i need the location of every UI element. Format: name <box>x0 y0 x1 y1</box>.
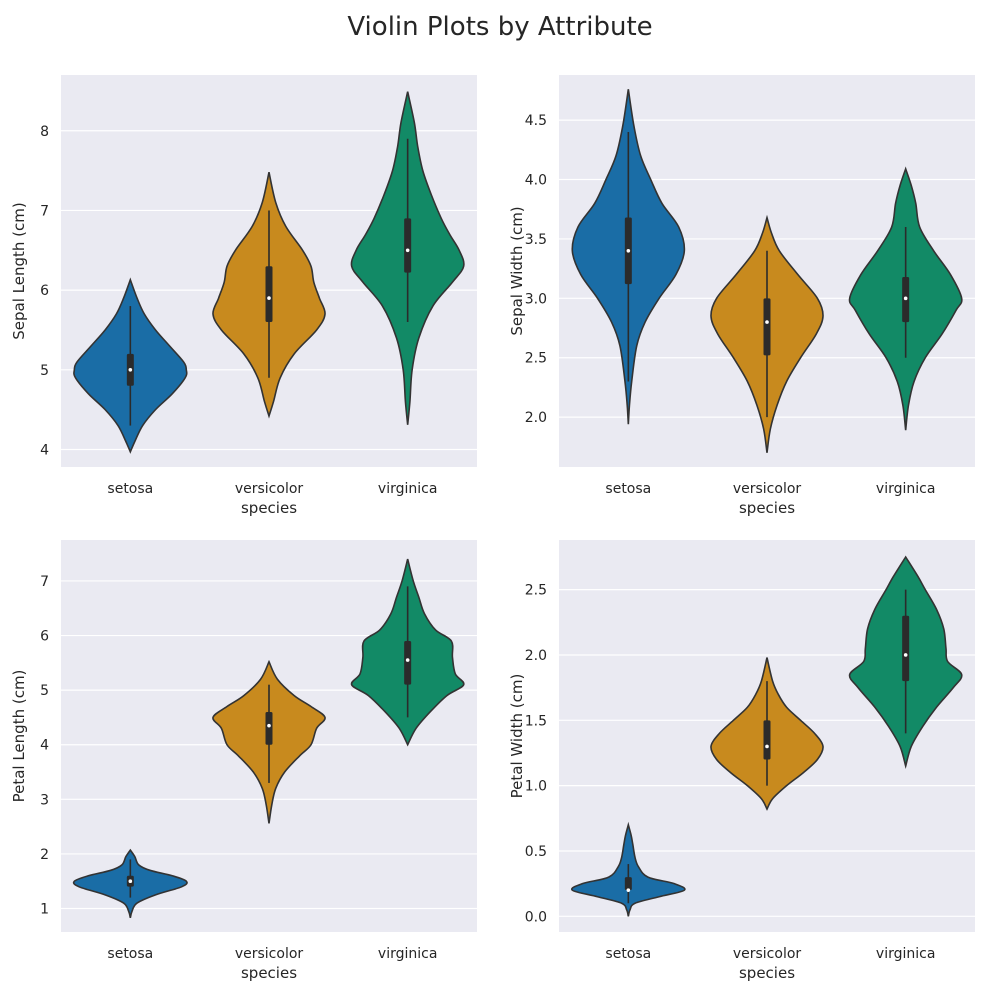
subplot-3: 1 2 3 4 5 6 7 setosa versicolor virginica species P… <box>10 540 477 982</box>
median-point-setosa <box>128 367 133 372</box>
x-axis-label: species <box>241 964 297 982</box>
x-tick-label: setosa <box>605 481 651 497</box>
x-tick-label: setosa <box>605 946 651 962</box>
median-point-virginica <box>405 248 410 253</box>
median-point-setosa <box>128 879 133 884</box>
y-axis-label: Sepal Length (cm) <box>10 202 28 339</box>
iqr-box-virginica <box>902 615 910 682</box>
subplot-2: 2.0 2.5 3.0 3.5 4.0 4.5 setosa versicolor virgin… <box>508 75 975 517</box>
y-tick-label: 4.0 <box>525 173 547 189</box>
y-tick-label: 4.5 <box>525 113 547 129</box>
y-tick-label: 3 <box>40 792 49 808</box>
iqr-box-versicolor <box>763 720 771 760</box>
median-point-versicolor <box>765 744 769 749</box>
median-point-setosa <box>626 249 631 253</box>
y-tick-label: 1.0 <box>525 779 547 795</box>
iqr-box-versicolor <box>763 298 771 356</box>
y-tick-label: 6 <box>40 283 49 299</box>
x-axis-label: species <box>241 499 297 517</box>
y-tick-label: 3.0 <box>525 291 547 307</box>
y-tick-label: 3.5 <box>525 232 547 248</box>
y-axis-label: Petal Width (cm) <box>508 674 526 799</box>
y-tick-label: 1 <box>40 902 49 918</box>
x-axis-label: species <box>739 499 795 517</box>
y-tick-label: 2.0 <box>525 410 547 426</box>
median-point-virginica <box>903 653 908 657</box>
median-point-versicolor <box>267 296 271 300</box>
median-point-versicolor <box>267 723 271 728</box>
subplot-4: 0.0 0.5 1.0 1.5 2.0 2.5 setosa versicolor virgin… <box>508 540 975 982</box>
iqr-box-setosa <box>624 877 632 891</box>
y-tick-label: 2 <box>40 847 49 863</box>
iqr-box-versicolor <box>265 711 273 745</box>
x-tick-label: versicolor <box>733 946 802 962</box>
iqr-box-versicolor <box>265 266 273 322</box>
x-tick-label: virginica <box>876 481 936 497</box>
x-tick-label: virginica <box>378 946 438 962</box>
y-tick-label: 0.5 <box>525 844 547 860</box>
x-axis-label: species <box>739 964 795 982</box>
y-tick-label: 0.0 <box>525 909 547 925</box>
y-tick-label: 7 <box>40 203 49 219</box>
y-tick-label: 5 <box>40 683 49 699</box>
iqr-box-virginica <box>404 641 412 685</box>
x-tick-label: setosa <box>107 946 153 962</box>
median-point-versicolor <box>765 320 769 324</box>
median-point-setosa <box>626 888 631 892</box>
y-tick-label: 8 <box>40 124 49 140</box>
x-tick-label: versicolor <box>733 481 802 497</box>
y-tick-label: 2.5 <box>525 351 547 367</box>
y-tick-label: 4 <box>40 738 49 754</box>
median-point-virginica <box>903 296 908 301</box>
x-tick-label: virginica <box>876 946 936 962</box>
x-tick-label: virginica <box>378 481 438 497</box>
y-tick-label: 6 <box>40 629 49 645</box>
subplot-1: 4 5 6 7 8 setosa versicolor virginica species Sep… <box>10 75 477 517</box>
y-tick-label: 4 <box>40 442 49 458</box>
y-axis-label: Sepal Width (cm) <box>508 206 526 335</box>
x-tick-label: versicolor <box>235 946 304 962</box>
y-tick-label: 2.5 <box>525 583 547 599</box>
x-tick-label: setosa <box>107 481 153 497</box>
y-tick-label: 2.0 <box>525 648 547 664</box>
figure-title: Violin Plots by Attribute <box>347 12 653 42</box>
x-tick-label: versicolor <box>235 481 304 497</box>
y-tick-label: 1.5 <box>525 713 547 729</box>
median-point-virginica <box>405 658 410 662</box>
iqr-box-virginica <box>404 218 412 273</box>
y-axis-label: Petal Length (cm) <box>10 670 28 803</box>
y-tick-label: 7 <box>40 574 49 590</box>
y-tick-label: 5 <box>40 363 49 379</box>
